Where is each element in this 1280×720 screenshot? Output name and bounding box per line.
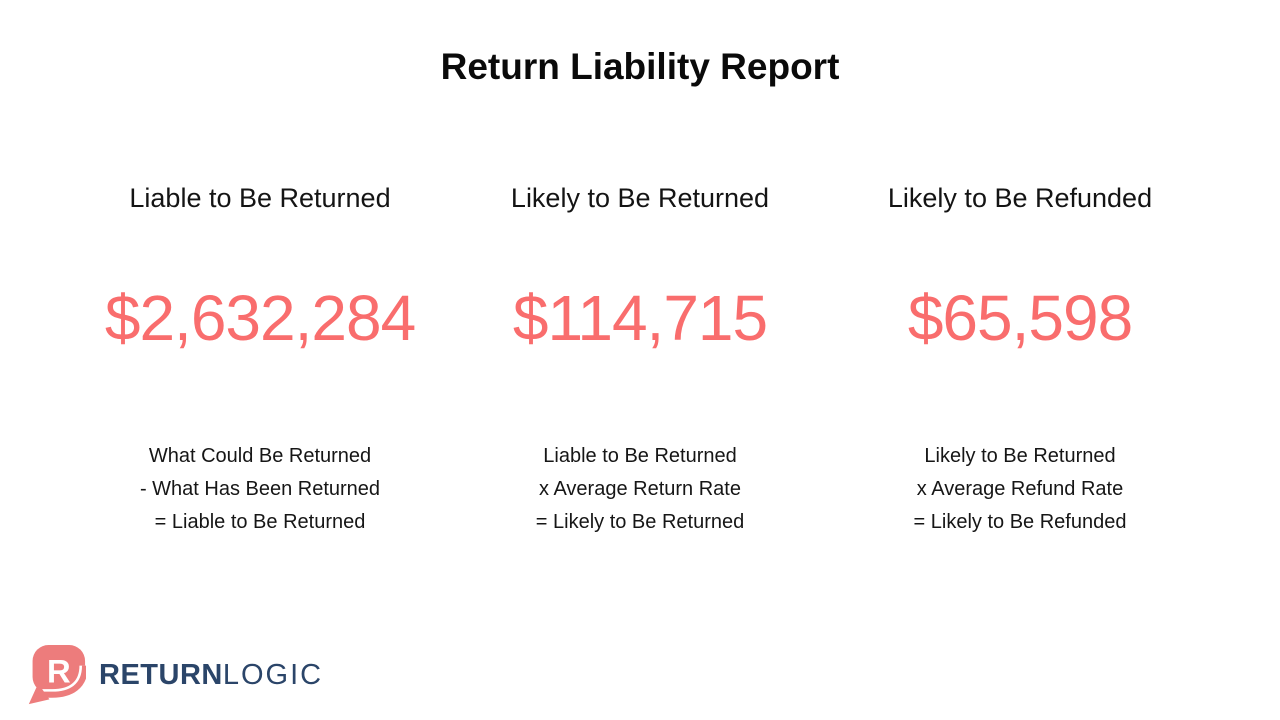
svg-text:R: R (47, 653, 71, 690)
metric-value: $65,598 (907, 282, 1133, 355)
brand-word-logic: LOGIC (222, 658, 324, 691)
metric-likely-to-be-refunded: Likely to Be Refunded $65,598 Likely to … (830, 182, 1210, 539)
metric-liable-to-be-returned: Liable to Be Returned $2,632,284 What Co… (70, 182, 450, 539)
metric-likely-to-be-returned: Likely to Be Returned $114,715 Liable to… (450, 182, 830, 539)
formula-line: x Average Refund Rate (916, 478, 1124, 501)
formula-line: What Could Be Returned (148, 445, 372, 468)
metric-formula: Likely to Be Returned x Average Refund R… (838, 440, 1202, 539)
metric-label: Likely to Be Refunded (887, 183, 1153, 213)
formula-line: = Liable to Be Returned (154, 511, 366, 534)
returnlogic-logo: R RETURNLOGIC (26, 644, 323, 706)
metric-label: Likely to Be Returned (510, 183, 770, 213)
formula-line: - What Has Been Returned (139, 478, 381, 501)
formula-line: = Likely to Be Refunded (913, 511, 1127, 534)
formula-line: Likely to Be Returned (924, 445, 1116, 468)
metric-value: $114,715 (512, 282, 768, 355)
metric-formula: Liable to Be Returned x Average Return R… (458, 440, 822, 539)
metric-label: Liable to Be Returned (129, 183, 391, 213)
metric-formula: What Could Be Returned - What Has Been R… (78, 440, 442, 539)
formula-line: Liable to Be Returned (543, 445, 737, 468)
formula-line: = Likely to Be Returned (535, 511, 745, 534)
metrics-row: Liable to Be Returned $2,632,284 What Co… (70, 182, 1210, 539)
metric-value: $2,632,284 (104, 282, 416, 355)
brand-word-return: RETURN (99, 658, 223, 691)
formula-line: x Average Return Rate (539, 478, 741, 501)
brand-wordmark: RETURNLOGIC (99, 659, 323, 692)
returnlogic-r-return-arrow-icon: R (26, 644, 86, 706)
report-page: Return Liability Report Liable to Be Ret… (28, 46, 1210, 705)
report-title: Return Liability Report (440, 46, 840, 87)
